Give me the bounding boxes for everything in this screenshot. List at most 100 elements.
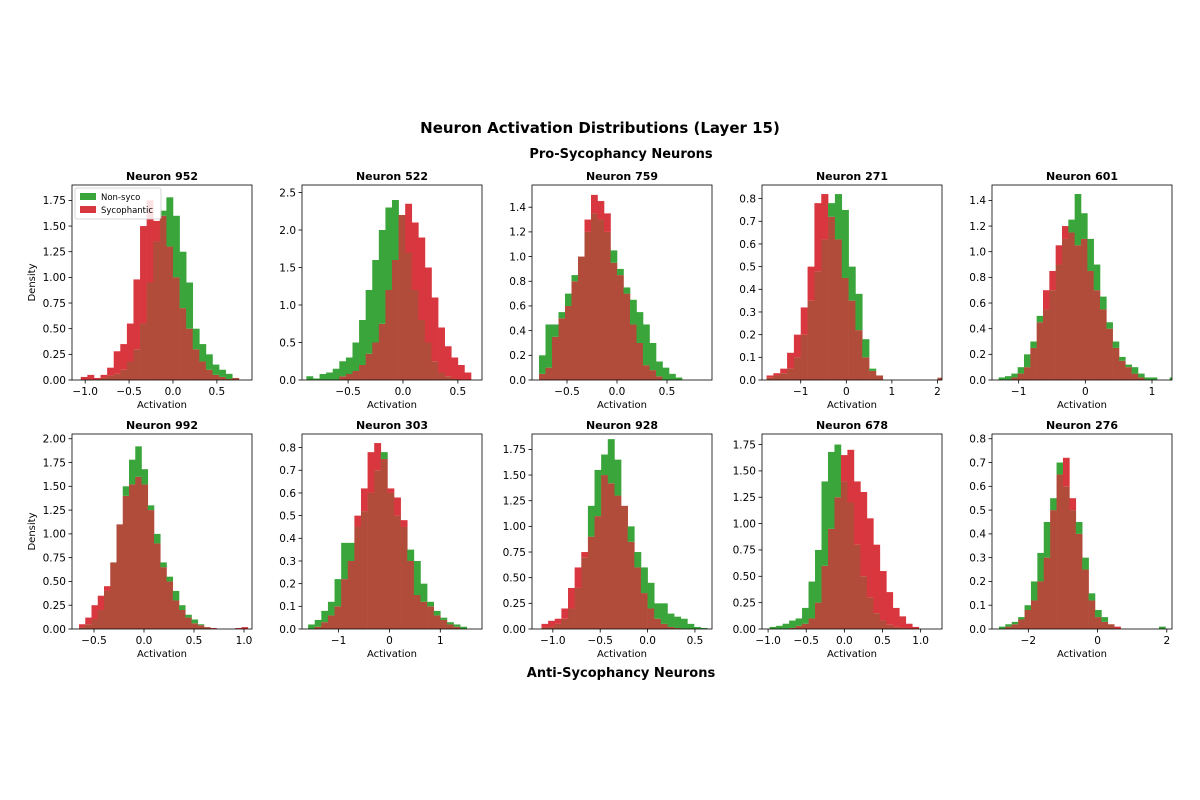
- bar-overlap: [1082, 569, 1089, 629]
- y-tick-label: 0.8: [509, 276, 526, 288]
- bar-non-syco: [1005, 376, 1012, 380]
- bar-overlap: [1100, 309, 1107, 380]
- bar-overlap: [232, 377, 240, 380]
- y-tick-label: 0.0: [279, 375, 296, 387]
- bar-sycophantic: [554, 618, 562, 624]
- y-tick-label: 0.25: [733, 597, 756, 609]
- panel-title: Neuron 276: [1046, 419, 1118, 432]
- bar-sycophantic: [424, 267, 432, 343]
- bar-overlap: [795, 625, 803, 629]
- bar-overlap: [793, 357, 802, 380]
- y-tick-label: 0.2: [739, 329, 756, 341]
- bar-overlap: [205, 369, 213, 380]
- x-tick-label: −0.5: [793, 635, 819, 647]
- bar-sycophantic: [360, 488, 368, 512]
- bar-overlap: [179, 308, 187, 380]
- bar-non-syco: [660, 603, 668, 624]
- bar-non-syco: [1043, 521, 1051, 558]
- bar-overlap: [85, 624, 92, 629]
- y-tick-label: 0.1: [969, 600, 986, 612]
- y-tick-label: 0.6: [969, 481, 986, 493]
- x-tick-label: 0: [1094, 635, 1101, 647]
- bar-sycophantic: [133, 279, 141, 350]
- panel-title: Neuron 601: [1046, 170, 1118, 183]
- plot-frame: [531, 184, 713, 381]
- bar-non-syco: [352, 342, 360, 371]
- bar-overlap: [674, 627, 682, 629]
- bar-sycophantic: [457, 365, 465, 380]
- bar-non-syco: [319, 374, 327, 380]
- plot-frame: [301, 184, 483, 381]
- bar-overlap: [431, 361, 439, 380]
- bar-non-syco: [795, 618, 803, 626]
- bar-overlap: [398, 215, 406, 380]
- bar-overlap: [341, 579, 349, 629]
- bar-non-syco: [1159, 626, 1166, 629]
- bar-overlap: [444, 376, 452, 380]
- bar-non-syco: [998, 377, 1006, 380]
- bars-group: [998, 457, 1166, 629]
- y-tick-label: 0.4: [969, 529, 986, 541]
- y-tick-label: 1.00: [43, 272, 66, 284]
- bar-sycophantic: [574, 567, 582, 588]
- bar-overlap: [581, 557, 589, 629]
- bar-sycophantic: [568, 587, 575, 609]
- bar-overlap: [1112, 347, 1120, 380]
- y-tick-label: 1.4: [509, 202, 526, 214]
- bar-overlap: [821, 565, 829, 629]
- bar-overlap: [545, 367, 553, 380]
- legend: Non-syco Sycophantic: [74, 187, 162, 220]
- bar-overlap: [834, 497, 842, 629]
- bar-overlap: [400, 526, 408, 629]
- bar-non-syco: [828, 203, 836, 217]
- bar-overlap: [591, 213, 598, 380]
- bar-overlap: [321, 622, 329, 629]
- y-tick-label: 0.75: [733, 545, 756, 557]
- bar-non-syco: [197, 624, 205, 626]
- histogram-panel: −0.5 0.0 0.5 1.0 0.00 0.25 0.50 0.75 1.00 1.25 1.5…: [27, 419, 253, 660]
- y-tick-label: 0.00: [43, 375, 66, 387]
- bar-sycophantic: [597, 201, 605, 220]
- bar-overlap: [129, 484, 136, 629]
- bar-sycophantic: [866, 518, 874, 598]
- bar-sycophantic: [541, 623, 549, 628]
- bar-non-syco: [359, 320, 366, 365]
- y-tick-label: 0.00: [503, 624, 526, 636]
- bar-non-syco: [552, 324, 559, 337]
- bar-overlap: [405, 252, 413, 380]
- bar-overlap: [172, 277, 180, 380]
- y-tick-label: 2.00: [43, 434, 66, 446]
- bar-overlap: [1056, 474, 1064, 629]
- bar-non-syco: [179, 251, 187, 309]
- bar-non-syco: [700, 627, 708, 629]
- bar-overlap: [446, 624, 454, 629]
- x-tick-label: 0.5: [874, 635, 891, 647]
- bar-sycophantic: [912, 626, 920, 629]
- legend-label-sycophantic: Sycophantic: [101, 206, 153, 216]
- bar-overlap: [584, 231, 592, 380]
- bar-non-syco: [327, 601, 335, 616]
- bar-non-syco: [1068, 219, 1075, 233]
- bar-overlap: [146, 282, 154, 380]
- bar-non-syco: [1087, 238, 1094, 271]
- bar-sycophantic: [807, 266, 815, 301]
- bar-overlap: [374, 470, 382, 629]
- bar-sycophantic: [394, 497, 401, 516]
- x-tick-label: −1.0: [72, 386, 98, 398]
- bar-overlap: [862, 357, 870, 380]
- bar-sycophantic: [400, 520, 408, 527]
- bar-non-syco: [407, 549, 415, 561]
- bar-overlap: [453, 626, 461, 629]
- bar-sycophantic: [1062, 457, 1070, 487]
- x-axis-label: Activation: [1057, 649, 1107, 660]
- x-axis-label: Activation: [367, 649, 417, 660]
- bar-sycophantic: [146, 200, 154, 283]
- bar-sycophantic: [387, 488, 395, 493]
- bar-overlap: [345, 374, 353, 380]
- x-tick-label: 1: [1149, 386, 1156, 398]
- bar-overlap: [1087, 270, 1094, 380]
- bar-non-syco: [848, 266, 856, 301]
- y-tick-label: 2.0: [279, 225, 296, 237]
- histogram-panel: −1.0 −0.5 0.0 0.5 0.00 0.25 0.50 0.75 1.00 1.25 1.…: [503, 419, 713, 660]
- bar-overlap: [840, 481, 848, 629]
